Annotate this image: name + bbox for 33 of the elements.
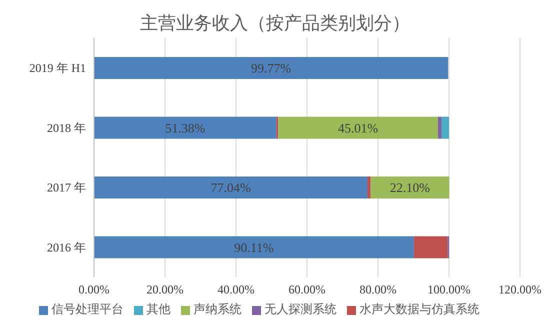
legend-label: 水声大数据与仿真系统 — [360, 302, 480, 316]
data-label: 51.38% — [165, 120, 206, 136]
data-label: 45.01% — [338, 120, 378, 136]
x-tick-label: 20.00% — [146, 282, 184, 297]
chart-title: 主营业务收入（按产品类别划分） — [139, 12, 411, 35]
bar — [367, 176, 371, 198]
bar — [278, 116, 438, 139]
x-tick-label: 60.00% — [288, 282, 326, 297]
y-tick-label: 2019 年 H1 — [29, 61, 86, 76]
legend-label: 声纳系统 — [194, 302, 242, 316]
bar — [94, 236, 414, 258]
y-tick-label: 2018 年 — [47, 120, 86, 135]
bar — [94, 176, 368, 198]
x-tick-label: 40.00% — [218, 282, 254, 297]
legend-label: 其他 — [146, 302, 170, 316]
bar — [414, 236, 448, 258]
y-tick-label: 2017 年 — [47, 180, 86, 195]
bar — [438, 116, 442, 139]
legend-label: 无人探测系统 — [264, 302, 336, 316]
bar — [94, 116, 276, 139]
data-label: 99.77% — [251, 60, 292, 76]
bar — [370, 176, 450, 198]
x-tick-label: 80.00% — [360, 282, 396, 297]
x-tick-label: 0.00% — [78, 282, 110, 297]
data-label: 90.11% — [234, 240, 274, 255]
bar — [94, 57, 448, 79]
data-label: 77.04% — [210, 180, 251, 195]
data-label: 22.10% — [390, 180, 430, 195]
bar — [442, 116, 449, 139]
legend-label: 信号处理平台 — [52, 302, 124, 316]
y-tick-label: 2016 年 — [47, 240, 86, 254]
x-tick-label: 120.00% — [498, 282, 542, 297]
x-tick-label: 100.00% — [428, 282, 470, 297]
